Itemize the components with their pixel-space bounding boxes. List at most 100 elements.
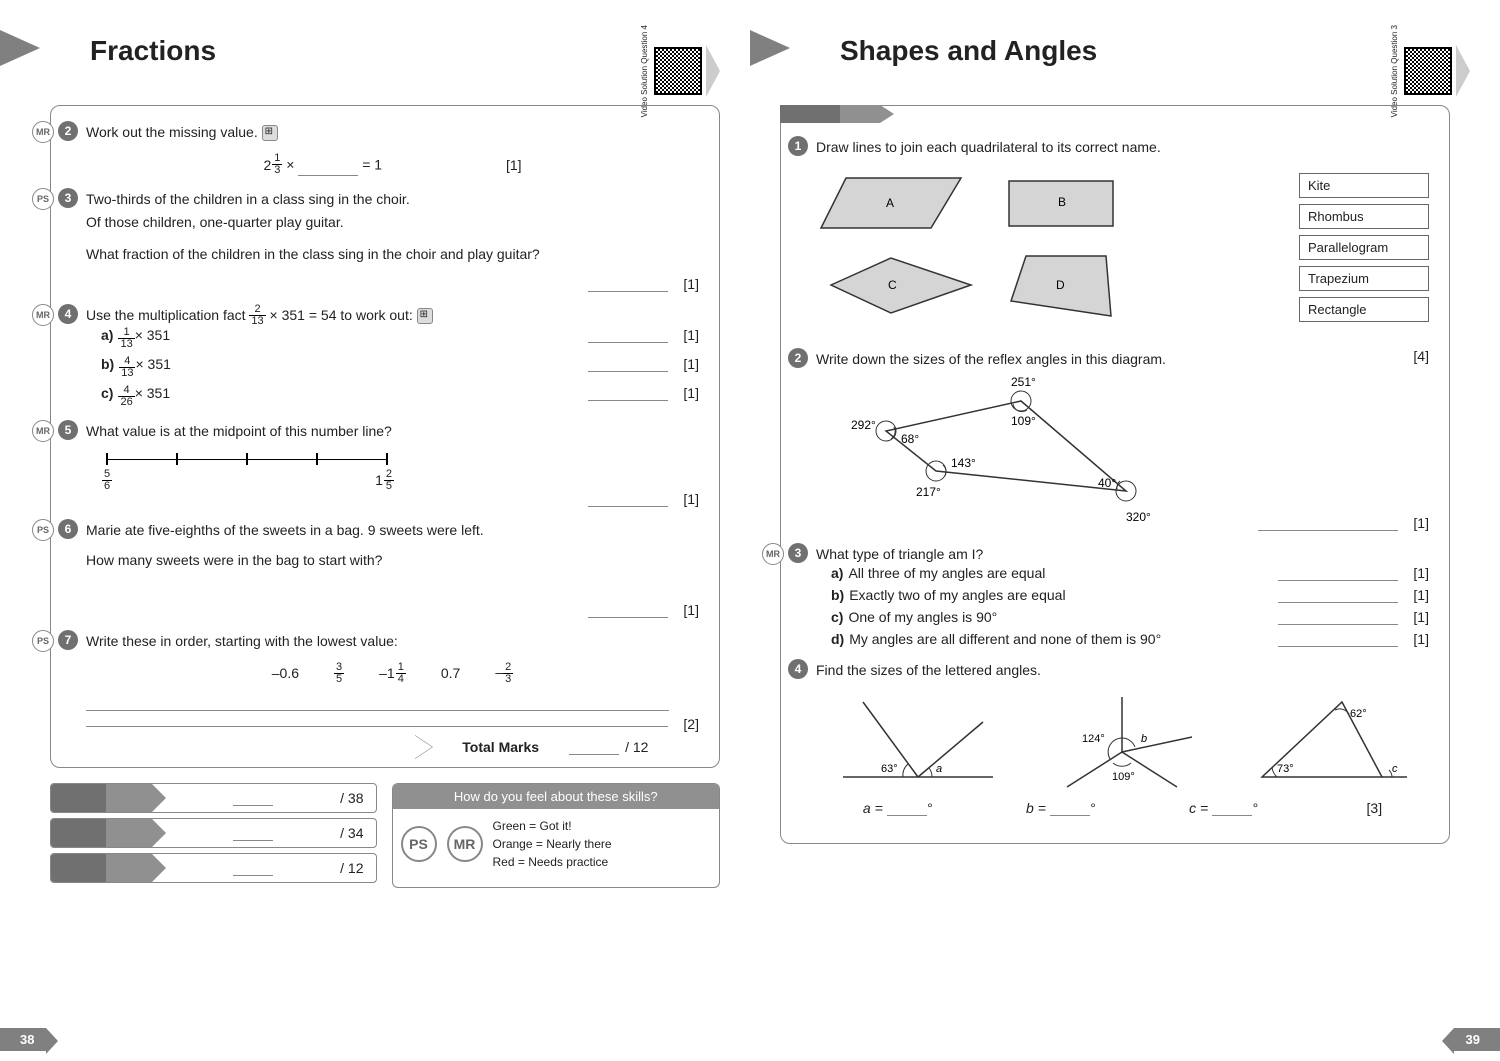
question-7: PS 7 Write these in order, starting with… [86,630,699,711]
marks: [1] [683,276,699,292]
question-3: MR 3 What type of triangle am I? a)All t… [816,543,1429,647]
tag-mr: MR [32,420,54,442]
sub-d: d)My angles are all different and none o… [831,631,1429,647]
q-text-l2: Of those children, one-quarter play guit… [86,211,699,233]
marks: [1] [1413,515,1429,531]
svg-text:320°: 320° [1126,510,1151,524]
sub-c: c)One of my angles is 90° [1] [831,609,1429,625]
names-column: Kite Rhombus Parallelogram Trapezium Rec… [1299,173,1429,333]
q-number: 2 [788,348,808,368]
answer-blank[interactable] [588,276,668,292]
q-text: Draw lines to join each quadrilateral to… [816,136,1429,158]
answer-blank[interactable] [298,160,358,176]
qr-label: Video Solution Question 4 [641,25,650,117]
svg-text:c: c [1392,763,1398,775]
header-arrow [0,30,40,66]
page-number: 38 [0,1028,46,1051]
q-number: 4 [788,659,808,679]
mr-circle: MR [447,826,483,862]
svg-text:73°: 73° [1277,763,1294,775]
q-text: Write these in order, starting with the … [86,630,699,652]
equation: 213 × = 1 [1] [86,153,699,176]
svg-text:B: B [1058,195,1066,209]
angle-c: 62° 73° c [1242,692,1412,792]
q-text: Use the multiplication fact [86,307,249,323]
question-5: MR 5 What value is at the midpoint of th… [86,420,699,506]
angle-answers: a = ° b = ° c = ° [3] [816,800,1429,816]
name-kite[interactable]: Kite [1299,173,1429,198]
answer-blank[interactable] [588,385,668,401]
svg-text:D: D [1056,278,1065,292]
name-rectangle[interactable]: Rectangle [1299,297,1429,322]
total-blank[interactable] [569,739,619,755]
q-number: 3 [58,188,78,208]
q-text: Write down the sizes of the reflex angle… [816,348,1429,370]
number-line: 56 125 [106,451,386,481]
feel-legend: Green = Got it! Orange = Nearly there Re… [493,817,612,871]
content-box: MR 2 Work out the missing value. 213 × =… [50,105,720,768]
svg-text:b: b [1141,733,1147,745]
marks: [1] [683,602,699,618]
name-rhombus[interactable]: Rhombus [1299,204,1429,229]
qr-arrow [706,45,720,97]
ps-circle: PS [401,826,437,862]
summary-feel: How do you feel about these skills? PS M… [392,783,721,888]
total-value: / 12 [625,739,648,755]
svg-text:A: A [886,196,894,210]
shape-trapezium: D [1006,251,1116,321]
svg-text:63°: 63° [881,763,898,775]
tag-ps: PS [32,630,54,652]
page-number: 39 [1454,1028,1500,1051]
summary-scores: / 38 / 34 / 12 [50,783,377,888]
question-2: 2 Write down the sizes of the reflex ang… [816,348,1429,530]
qr-box: Video Solution Question 4 [641,25,720,117]
q-text: What type of triangle am I? [816,543,1429,565]
page-title: Fractions [90,35,216,67]
angle-diagrams: 63° a 124° b 109° [816,692,1429,792]
qr-arrow [1456,45,1470,97]
q-number: 5 [58,420,78,440]
svg-text:68°: 68° [901,432,919,446]
name-parallelogram[interactable]: Parallelogram [1299,235,1429,260]
svg-text:C: C [888,278,897,292]
svg-text:40°: 40° [1098,476,1116,490]
sub-c: c) 426 × 351 [1] [101,385,699,408]
answer-blank[interactable] [588,602,668,618]
header-arrow [750,30,790,66]
sub-b: b) 413 × 351 [1] [101,356,699,379]
page-38: Fractions Video Solution Question 4 MR 2… [0,0,750,1061]
score-bar: / 38 [50,783,377,813]
sub-a: a)All three of my angles are equal [1] [831,565,1429,581]
name-trapezium[interactable]: Trapezium [1299,266,1429,291]
content-box: 1 Draw lines to join each quadrilateral … [780,105,1450,844]
sub-b: b)Exactly two of my angles are equal [1] [831,587,1429,603]
tag-mr: MR [32,121,54,143]
q-number: 3 [788,543,808,563]
order-values: –0.6 35 –114 0.7 –23 [86,662,699,685]
qr-code [1404,47,1452,95]
q-number: 1 [788,136,808,156]
summary-row: / 38 / 34 / 12 How do you feel about the… [50,783,720,888]
shape-box: A B C D Kite Rhombus Parallelogram Trape… [816,173,1429,333]
score-bar: / 12 [50,853,377,883]
angle-b: 124° b 109° [1037,692,1207,792]
sub-a: a) 113 × 351 [1] [101,327,699,350]
question-4: 4 Find the sizes of the lettered angles.… [816,659,1429,815]
angle-a: 63° a [833,692,1003,792]
answer-blank[interactable] [1258,515,1398,531]
marks: [1] [683,491,699,507]
answer-blank[interactable] [86,710,669,711]
answer-blank[interactable] [588,491,668,507]
qr-code [654,47,702,95]
tag-mr: MR [32,304,54,326]
svg-text:143°: 143° [951,456,976,470]
question-4: MR 4 Use the multiplication fact 213 × 3… [86,304,699,409]
marks: [3] [1367,800,1383,816]
q-text: What value is at the midpoint of this nu… [86,420,699,442]
answer-blank[interactable] [588,327,668,343]
marks: [1] [506,157,522,173]
q-number: 7 [58,630,78,650]
qr-box: Video Solution Question 3 [1391,25,1470,117]
answer-blank[interactable] [588,356,668,372]
q-text-l1: Two-thirds of the children in a class si… [86,188,699,210]
